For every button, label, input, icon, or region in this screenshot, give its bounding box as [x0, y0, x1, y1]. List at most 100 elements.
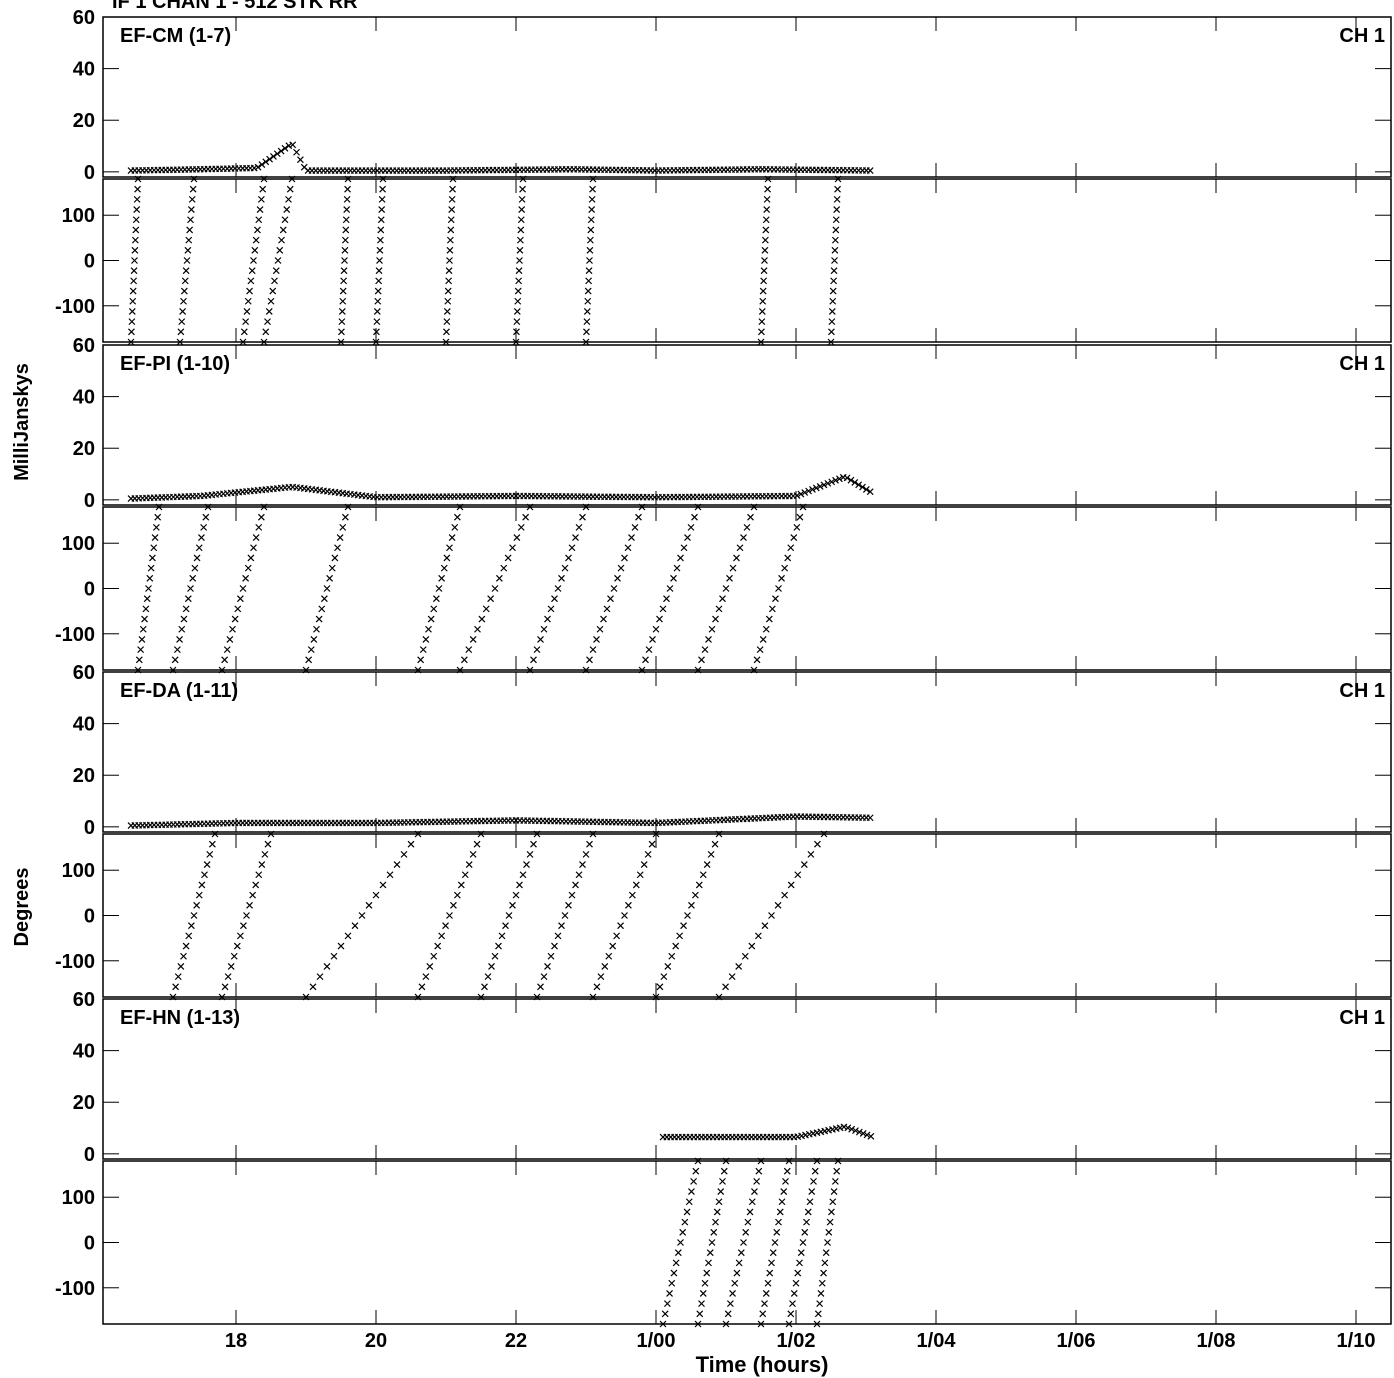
data-point	[448, 206, 456, 213]
data-point	[680, 544, 688, 552]
data-point	[661, 1310, 669, 1318]
data-point	[189, 574, 197, 582]
data-point	[442, 922, 449, 930]
data-point	[828, 328, 835, 336]
amplitude-frame	[102, 671, 1392, 833]
data-point	[188, 195, 196, 203]
phase-frame	[102, 178, 1392, 343]
data-point	[683, 1208, 691, 1216]
data-point	[551, 942, 558, 950]
data-point	[513, 318, 521, 326]
data-point	[833, 206, 841, 213]
phase-tick-label: 100	[62, 1187, 95, 1209]
data-point	[231, 615, 239, 623]
data-point	[760, 277, 768, 285]
data-point	[852, 1127, 859, 1135]
data-point	[652, 625, 660, 633]
data-point	[187, 585, 194, 592]
data-point	[670, 1269, 678, 1277]
data-point	[762, 216, 770, 224]
data-point	[279, 226, 287, 234]
data-point	[787, 544, 795, 552]
data-point	[250, 257, 257, 264]
data-point	[762, 625, 770, 633]
data-point	[340, 267, 348, 275]
data-point	[834, 1157, 842, 1165]
data-point	[613, 932, 621, 940]
data-point	[373, 318, 381, 326]
data-point	[761, 1300, 768, 1308]
data-point	[379, 881, 387, 889]
data-point	[820, 481, 828, 489]
data-point	[336, 534, 344, 541]
data-point	[465, 861, 473, 868]
data-point	[607, 595, 614, 603]
data-point	[393, 861, 401, 868]
data-point	[344, 175, 352, 183]
data-point	[586, 840, 593, 848]
data-point	[832, 476, 839, 484]
data-point	[269, 287, 277, 295]
baseline-label: EF-CM (1-7)	[120, 25, 231, 47]
data-point	[477, 830, 485, 838]
data-point	[448, 195, 456, 203]
data-point	[179, 308, 187, 315]
data-point	[585, 277, 593, 285]
data-point	[698, 1300, 705, 1308]
data-point	[666, 585, 674, 592]
data-point	[799, 503, 807, 511]
data-point	[589, 830, 597, 838]
data-point	[236, 932, 244, 940]
data-point	[318, 605, 326, 613]
data-point	[286, 185, 294, 193]
data-point	[784, 554, 792, 562]
channel-label: CH 1	[1339, 353, 1385, 375]
data-point	[760, 267, 768, 275]
data-point	[812, 484, 820, 492]
phase-tick-label: 0	[84, 579, 95, 601]
data-point	[150, 544, 158, 552]
data-point	[326, 574, 334, 582]
data-point	[142, 605, 150, 613]
data-point	[565, 901, 572, 909]
data-point	[544, 615, 551, 623]
data-point	[495, 942, 502, 950]
data-point	[184, 246, 192, 254]
data-point	[243, 912, 250, 919]
data-point	[134, 175, 142, 183]
data-point	[191, 564, 199, 572]
data-point	[828, 318, 836, 326]
data-point	[746, 1208, 754, 1216]
data-point	[131, 246, 139, 254]
data-point	[523, 861, 530, 868]
data-point	[386, 871, 394, 879]
data-point	[344, 932, 352, 940]
data-point	[568, 544, 576, 552]
data-point	[244, 297, 252, 305]
data-point	[449, 185, 456, 193]
data-point	[713, 1208, 721, 1216]
data-point	[201, 871, 208, 879]
amplitude-tick-label: 20	[73, 110, 95, 132]
data-point	[758, 318, 766, 326]
data-point	[796, 513, 804, 521]
data-point	[759, 1310, 767, 1318]
data-point	[821, 1259, 829, 1267]
data-point	[518, 206, 526, 213]
data-point	[715, 1198, 723, 1206]
data-point	[230, 952, 238, 960]
data-point	[687, 523, 695, 531]
data-point	[149, 554, 156, 562]
data-point	[830, 277, 838, 285]
data-point	[670, 574, 677, 582]
data-point	[813, 1157, 821, 1165]
data-point	[668, 1279, 676, 1287]
data-point	[748, 942, 756, 950]
baseline-label: EF-HN (1-13)	[120, 1007, 240, 1029]
data-point	[260, 338, 268, 346]
data-point	[708, 625, 716, 633]
data-point	[377, 216, 385, 224]
data-point	[434, 942, 442, 950]
data-point	[276, 246, 284, 254]
